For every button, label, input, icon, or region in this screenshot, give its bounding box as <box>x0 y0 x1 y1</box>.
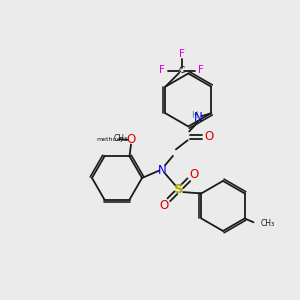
Text: CH₃: CH₃ <box>261 219 275 228</box>
Text: O: O <box>159 199 168 212</box>
Text: F: F <box>159 65 165 76</box>
Text: methoxy: methoxy <box>96 137 124 142</box>
Text: N: N <box>158 164 167 177</box>
Text: CH₃: CH₃ <box>113 134 128 143</box>
Text: O: O <box>204 130 214 143</box>
Text: C: C <box>178 66 184 75</box>
Text: S: S <box>174 183 184 196</box>
Text: N: N <box>194 111 202 124</box>
Text: F: F <box>198 65 204 76</box>
Text: O: O <box>126 133 136 146</box>
Text: O: O <box>190 168 199 181</box>
Text: H: H <box>191 111 197 120</box>
Text: F: F <box>178 49 184 59</box>
